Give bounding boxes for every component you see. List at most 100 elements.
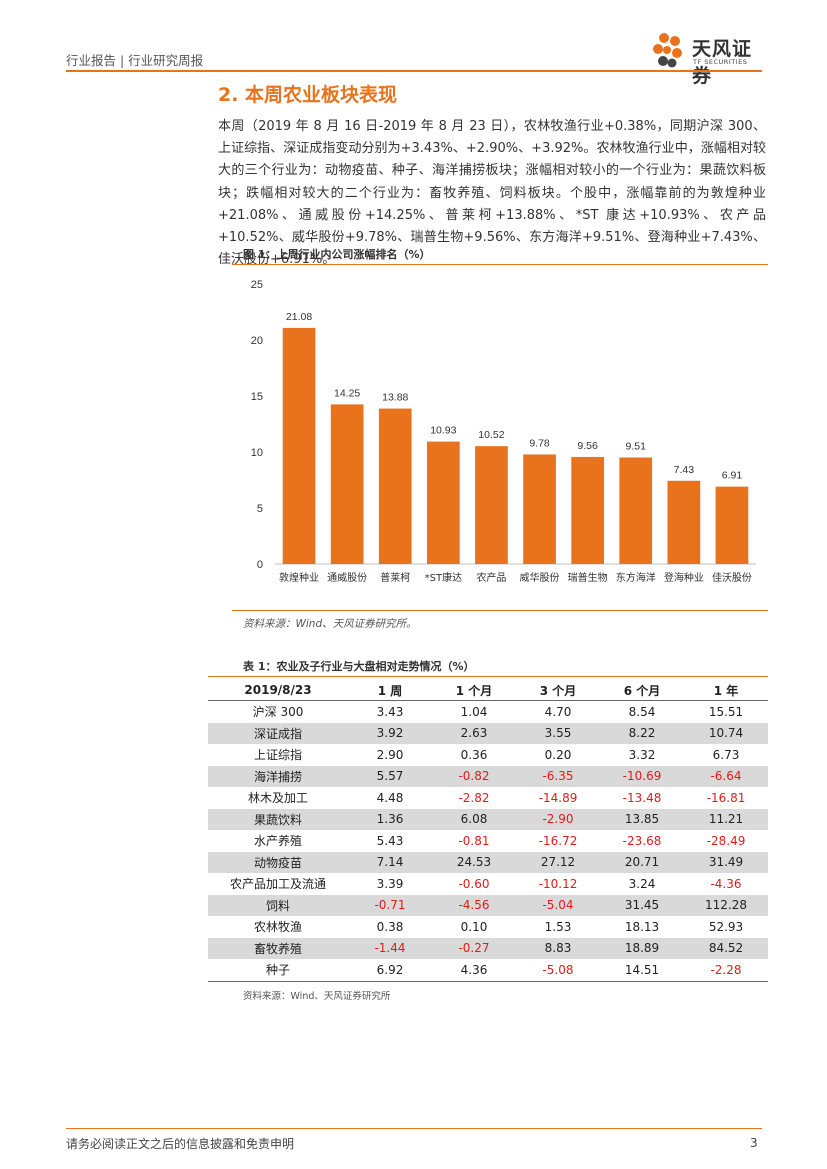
logo-text-en: TF SECURITIES [693,58,748,66]
table-row: 农林牧渔 0.38 0.10 1.53 18.13 52.93 [208,916,768,938]
table-row-label: 海洋捕捞 [208,765,348,787]
table-cell: 24.53 [432,851,516,873]
y-tick-label: 10 [251,447,263,459]
table-cell: -0.60 [458,876,490,891]
table-cell: -10.12 [538,876,578,891]
table-cell: 14.51 [600,959,684,982]
table-cell: 13.85 [600,808,684,830]
table-cell: -14.89 [538,790,578,805]
table-cell: 2.90 [376,747,404,762]
table-header-cell: 3 个月 [516,680,600,701]
category-label: 敦煌种业 [279,571,319,584]
y-tick-label: 5 [257,503,263,515]
table-row-label: 动物疫苗 [208,851,348,873]
category-label: 威华股份 [520,571,560,584]
table-row-label: 沪深 300 [252,705,304,720]
table-cell: 15.51 [708,704,744,719]
table-cell: 5.57 [348,765,432,787]
bar-value-label: 9.78 [529,437,550,449]
table-header-cell: 1 周 [348,680,432,701]
bar-value-label: 10.52 [478,429,504,441]
bar [330,404,364,564]
table-cell: -0.71 [348,894,432,916]
table-cell: 3.32 [628,747,656,762]
table-row: 水产养殖 5.43 -0.81 -16.72 -23.68 -28.49 [208,830,768,852]
table-cell: 112.28 [684,894,768,916]
table-cell: 18.89 [600,937,684,959]
table-row: 深证成指 3.92 2.63 3.55 8.22 10.74 [208,722,768,744]
table-row-label: 农产品加工及流通 [229,877,326,892]
bar-value-label: 21.08 [286,311,312,323]
table-row-label: 畜牧养殖 [208,937,348,959]
table-row-label: 深证成指 [208,722,348,744]
table-cell: 0.36 [460,747,488,762]
section-title: 2. 本周农业板块表现 [218,84,398,106]
bar-value-label: 7.43 [674,464,695,476]
table-cell: 4.36 [432,959,516,982]
bar [282,327,316,564]
table-row: 饲料 -0.71 -4.56 -5.04 31.45 112.28 [208,894,768,916]
bar [667,480,701,564]
table-row-label: 上证综指 [253,748,302,763]
table-cell: -1.44 [348,937,432,959]
table-cell: 3.43 [376,704,404,719]
table-cell: -4.56 [432,894,516,916]
category-label: 农产品 [476,571,506,584]
bar [426,441,460,564]
category-label: 登海种业 [664,571,704,584]
table-row: 动物疫苗 7.14 24.53 27.12 20.71 31.49 [208,851,768,873]
category-label: 通威股份 [327,571,367,584]
table-cell: 52.93 [708,919,744,934]
category-label: *ST康达 [425,571,462,584]
logo-flower-icon [653,33,682,68]
table-cell: 4.48 [376,790,404,805]
table-cell: 1.36 [348,808,432,830]
table-cell: 8.83 [516,937,600,959]
table-row-label: 水产养殖 [253,834,302,849]
table-header-cell: 1 个月 [432,680,516,701]
table-cell: -2.82 [458,790,490,805]
table-row-label: 农林牧渔 [253,920,302,935]
y-tick-label: 15 [251,391,263,403]
bar [378,408,412,564]
table-cell: -16.81 [706,790,746,805]
section-paragraph: 本周（2019 年 8 月 16 日-2019 年 8 月 23 日），农林牧渔… [218,116,766,271]
table-cell: -4.36 [710,876,742,891]
table-cell: -0.82 [432,765,516,787]
table-cell: -0.27 [432,937,516,959]
table-cell: 20.71 [600,851,684,873]
table-cell: -5.08 [516,959,600,982]
bar [571,456,605,564]
figure-source: 资料来源：Wind、天风证券研究所。 [243,618,417,630]
bar-value-label: 13.88 [382,392,408,404]
table-cell: 6.92 [348,959,432,982]
company-logo: 天风证券 TF SECURITIES [650,30,765,87]
table-header-cell: 2019/8/23 [208,680,348,701]
table-cell: 8.22 [600,722,684,744]
table-cell: -13.48 [622,790,662,805]
table-cell: 7.14 [348,851,432,873]
figure-bottom-rule [232,610,768,611]
table-cell: 1.53 [544,919,572,934]
table-cell: -10.69 [600,765,684,787]
table-cell: -5.04 [516,894,600,916]
header-divider [66,70,762,72]
table-cell: 11.21 [684,808,768,830]
table-cell: -16.72 [538,833,578,848]
paragraph-text: 本周（2019 年 8 月 16 日-2019 年 8 月 23 日），农林牧渔… [218,119,766,268]
figure-top-rule [232,264,768,265]
category-label: 瑞普生物 [568,571,608,584]
category-label: 东方海洋 [616,571,656,584]
table-cell: -2.28 [684,959,768,982]
table-row-label: 林木及加工 [247,791,308,806]
table-row: 果蔬饮料 1.36 6.08 -2.90 13.85 11.21 [208,808,768,830]
table-title: 表 1：农业及子行业与大盘相对走势情况（%） [243,660,475,673]
table-cell: 31.49 [684,851,768,873]
bar [715,486,749,564]
table-row: 上证综指 2.90 0.36 0.20 3.32 6.73 [208,744,768,766]
y-tick-label: 20 [251,335,263,347]
bar [523,454,556,564]
table-cell: 31.45 [600,894,684,916]
table-row: 林木及加工 4.48 -2.82 -14.89 -13.48 -16.81 [208,787,768,809]
